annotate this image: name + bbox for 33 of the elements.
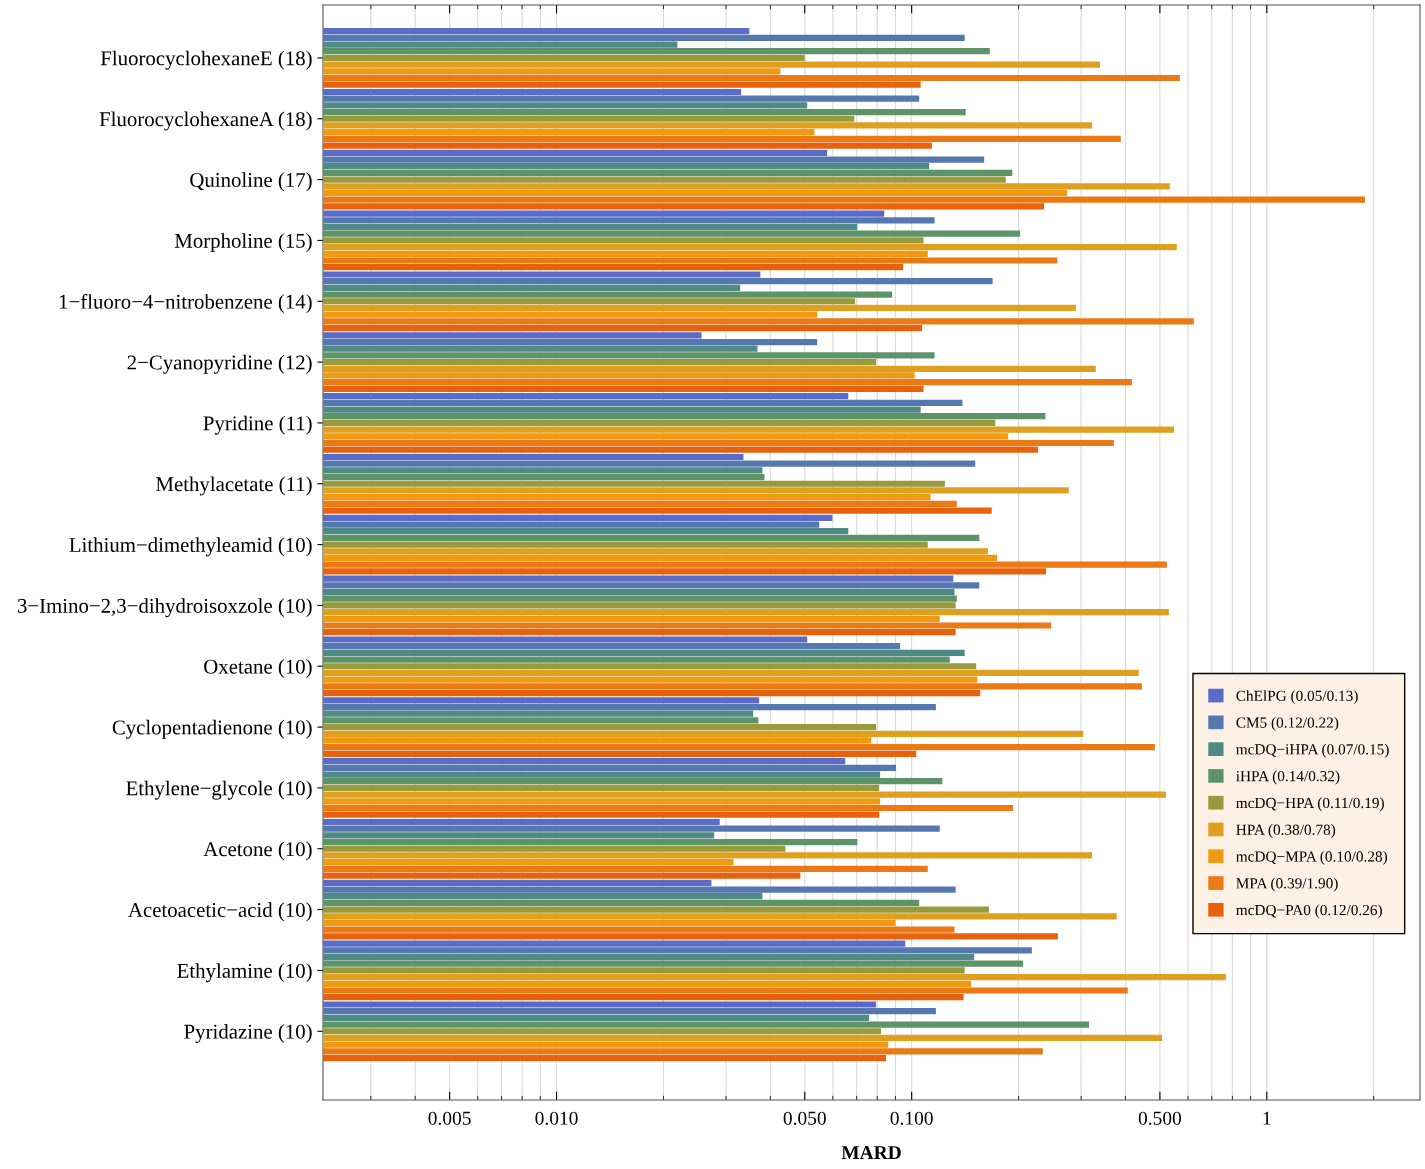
x-tick-label: 0.500 — [1138, 1111, 1182, 1125]
x-tick-label: 1 — [1263, 1111, 1271, 1125]
legend-label: MPA (0.39/1.90) — [1236, 877, 1338, 892]
y-tick-label: Ethylamine (10) — [177, 963, 312, 983]
y-tick-label: 1−fluoro−4−nitrobenzene (14) — [59, 293, 312, 314]
legend-label: mcDQ−iHPA (0.07/0.15) — [1236, 743, 1389, 758]
y-tick-label: Acetone (10) — [203, 841, 312, 861]
y-tick-label: Oxetane (10) — [204, 659, 312, 678]
y-tick-label: 2−Cyanopyridine (12) — [127, 354, 312, 374]
y-tick-label: Morpholine (15) — [174, 233, 312, 253]
y-tick-label: Lithium−dimethyleamid (10) — [69, 537, 312, 557]
y-tick-label: FluorocyclohexaneE (18) — [100, 50, 312, 70]
y-tick-label: Pyridine (11) — [203, 415, 312, 435]
y-tick-label: Quinoline (17) — [190, 172, 312, 192]
y-tick-label: Acetoacetic−acid (10) — [128, 902, 312, 922]
x-tick-label: 0.100 — [890, 1111, 933, 1125]
legend-label: mcDQ−PA0 (0.12/0.26) — [1236, 904, 1382, 919]
legend-label: mcDQ−HPA (0.11/0.19) — [1236, 797, 1384, 812]
x-tick-label: 0.050 — [783, 1111, 826, 1125]
y-tick-label: Cyclopentadienone (10) — [112, 719, 312, 739]
y-tick-label: 3−Imino−2,3−dihydroisoxzole (10) — [17, 598, 312, 618]
legend-label: CM5 (0.12/0.22) — [1236, 716, 1339, 731]
x-tick-label: 0.010 — [535, 1111, 578, 1125]
legend-label: ChElPG (0.05/0.13) — [1236, 690, 1358, 705]
x-tick-label: 0.005 — [428, 1111, 471, 1125]
y-tick-label: FluorocyclohexaneA (18) — [99, 111, 312, 131]
y-tick-label: Ethylene−glycole (10) — [126, 780, 312, 800]
legend-label: iHPA (0.14/0.32) — [1236, 770, 1340, 785]
x-axis-title: MARD — [841, 1146, 901, 1159]
y-tick-label: Methylacetate (11) — [156, 476, 312, 496]
y-tick-label: Pyridazine (10) — [184, 1024, 312, 1043]
legend-label: mcDQ−MPA (0.10/0.28) — [1236, 850, 1388, 865]
legend-label: HPA (0.38/0.78) — [1236, 824, 1336, 838]
